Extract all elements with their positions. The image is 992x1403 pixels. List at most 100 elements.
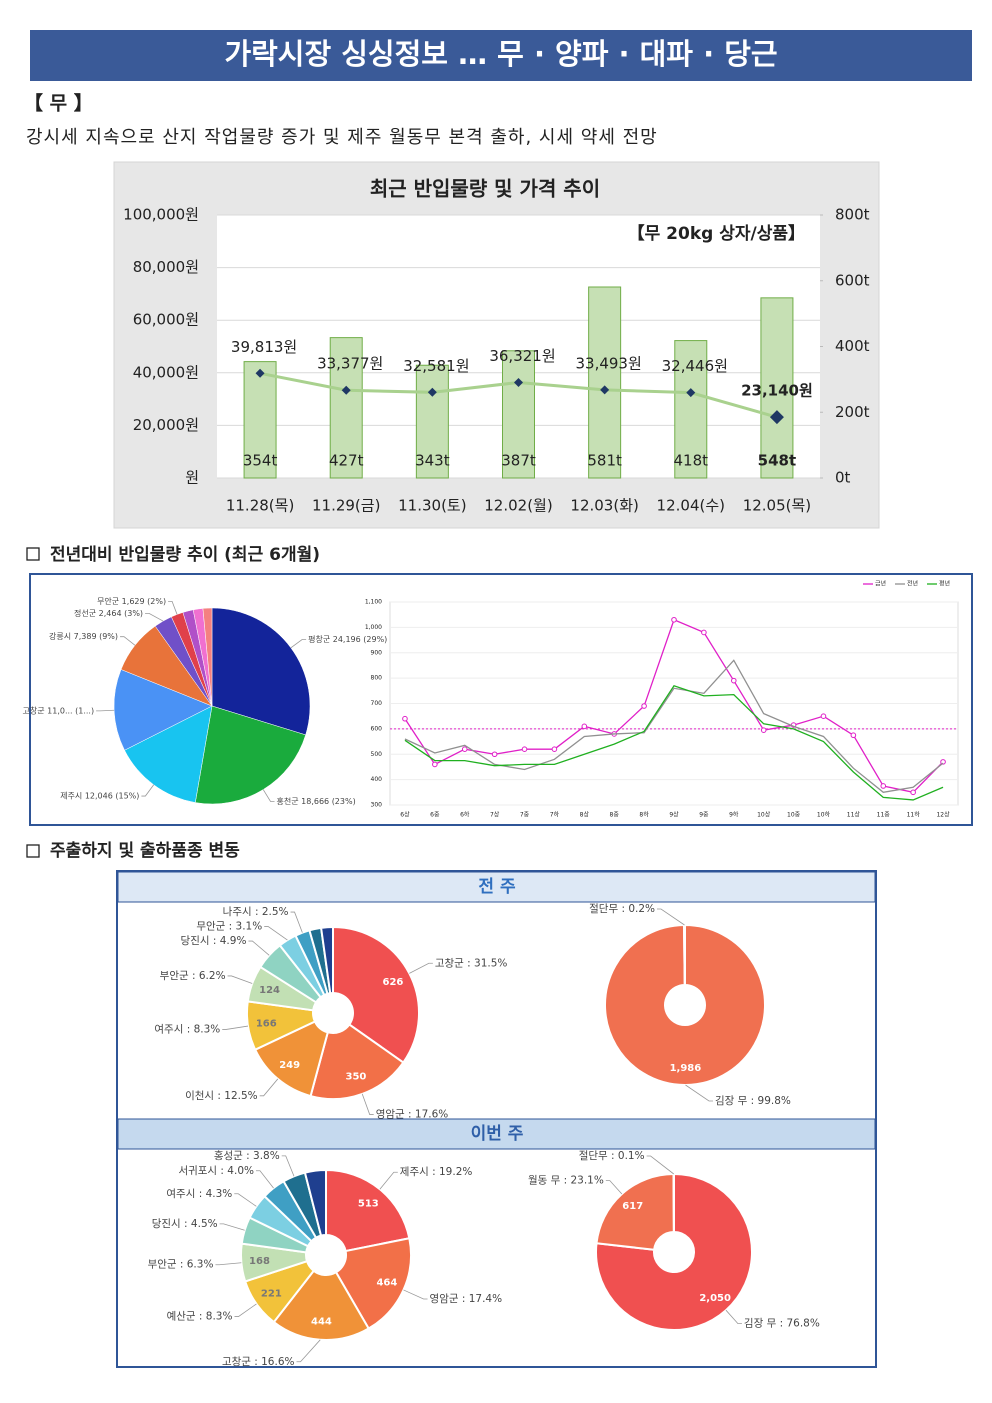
y-tick-label: 400 [371, 776, 383, 783]
slice-label: 이천시 : 12.5% [185, 1090, 258, 1102]
slice-label: 김장 무 : 99.8% [715, 1095, 791, 1107]
price-marker [600, 385, 610, 395]
series-marker [432, 761, 438, 768]
leader-line [281, 1155, 295, 1177]
x-tick-label: 12.04(수) [657, 497, 725, 515]
y-tick-label: 100,000원 [123, 206, 199, 224]
slice-label: 정선군 2,464 (3%) [74, 608, 143, 618]
series-marker [641, 703, 647, 709]
leader-line [215, 1262, 242, 1266]
pie-slice [332, 925, 420, 1064]
pie-slice [682, 923, 686, 987]
panel-header [117, 1118, 876, 1150]
y-tick-label: 1,100 [365, 599, 382, 606]
bar [674, 340, 708, 479]
series-marker [820, 713, 827, 719]
price-marker [686, 388, 696, 398]
y-tick-label: 80,000원 [133, 258, 199, 276]
pie-slice [113, 669, 213, 751]
x-tick-label: 8하 [639, 811, 649, 819]
y-tick-label: 60,000원 [133, 311, 199, 329]
leader-line [646, 1155, 675, 1175]
slice-label: 부안군 : 6.3% [148, 1259, 214, 1271]
slice-label: 김장 무 : 76.8% [744, 1318, 820, 1330]
x-tick-label: 11상 [847, 811, 861, 819]
series-marker [491, 751, 498, 758]
price-marker [514, 377, 523, 387]
slice-count: 350 [346, 1072, 367, 1083]
series-marker [461, 746, 468, 752]
price-marker [427, 387, 437, 397]
panel-header [117, 871, 876, 903]
annotation: 【무 20kg 상자/상품】 [628, 223, 805, 244]
pie-slice [603, 923, 766, 1086]
series-marker [701, 629, 707, 636]
legend-label: 금년 [875, 580, 886, 588]
pie-slice [303, 1168, 327, 1237]
panel-title: 이번 주 [471, 1124, 524, 1144]
x-tick-label: 10중 [787, 812, 801, 819]
leader-line [120, 636, 136, 646]
series-marker [402, 715, 408, 722]
title-bar [30, 30, 972, 81]
series-marker [760, 727, 767, 733]
series-marker [910, 789, 916, 796]
slice-label: 부안군 : 6.2% [160, 970, 226, 982]
leader-line [361, 1093, 374, 1115]
legend-label: 전년 [907, 580, 918, 588]
leader-line [409, 962, 433, 974]
slice-label: 월동 무 : 23.1% [528, 1175, 604, 1187]
y2-tick-label: 400t [835, 337, 870, 355]
bar [415, 364, 449, 479]
price-label: 36,321원 [489, 347, 555, 365]
series-marker [730, 677, 737, 684]
x-tick-label: 12.03(화) [570, 497, 638, 515]
slice-count: 249 [279, 1060, 300, 1071]
x-tick-label: 8상 [580, 811, 590, 819]
leader-line [234, 1303, 257, 1317]
price-marker [341, 385, 351, 395]
leader-line [262, 789, 275, 802]
y-tick-label: 800 [371, 675, 383, 682]
bar-label: 581t [587, 452, 622, 470]
leader-line [96, 709, 115, 712]
pie-slice [595, 1172, 753, 1331]
price-marker [769, 410, 784, 425]
y-tick-label: 40,000원 [133, 363, 199, 381]
slice-label: 절단무 : 0.1% [579, 1149, 645, 1162]
leader-line [403, 1289, 428, 1300]
pie-slice [195, 705, 306, 805]
slice-label: 고창군 11,0... (1...) [23, 706, 95, 715]
leader-line [379, 1171, 398, 1190]
y2-tick-label: 600t [835, 271, 870, 289]
slice-label: 고창군 : 31.5% [435, 957, 508, 969]
slice-count: 1,986 [670, 1063, 702, 1074]
slice-count: 513 [358, 1198, 379, 1209]
leader-line [255, 1170, 274, 1189]
pie-slice [253, 1020, 330, 1098]
bar-label: 548t [758, 452, 796, 470]
slice-label: 제주시 12,046 (15%) [60, 792, 139, 801]
pie-slice [202, 607, 213, 707]
x-tick-label: 9중 [699, 812, 709, 819]
slice-count: 124 [259, 985, 280, 996]
heading: 주출하지 및 출하품종 변동 [50, 841, 240, 861]
slice-label: 고창군 : 16.6% [222, 1356, 295, 1368]
checkbox-icon [26, 547, 40, 561]
pie-slice [334, 1237, 412, 1330]
y-tick-label: 300 [371, 802, 383, 809]
leader-line [605, 1180, 623, 1195]
x-tick-label: 11.30(토) [398, 497, 466, 515]
slice-count: 626 [382, 977, 403, 988]
series-marker [551, 746, 558, 752]
slice-label: 예산군 : 8.3% [167, 1310, 233, 1323]
pie-slice [595, 1172, 675, 1251]
y2-tick-label: 200t [835, 403, 870, 421]
price-marker [255, 368, 265, 378]
series-marker [850, 732, 857, 739]
leader-line [248, 940, 270, 956]
bar-label: 427t [329, 452, 364, 470]
leader-line [296, 1339, 321, 1363]
x-tick-label: 9상 [669, 811, 679, 819]
